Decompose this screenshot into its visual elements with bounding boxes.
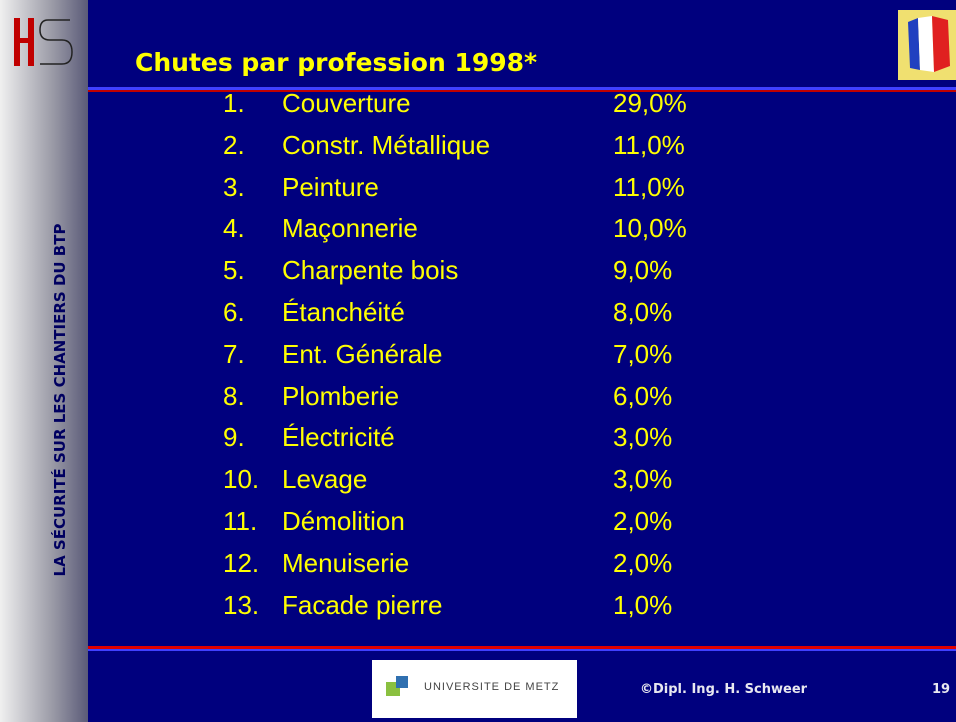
item-value: 1,0% [613,589,673,620]
list-row: 10. Levage 3,0% [0,459,956,499]
list-row: 9. Électricité 3,0% [0,417,956,457]
header-line [88,90,956,92]
logo-icon [386,676,408,696]
item-label: Facade pierre [282,589,443,620]
item-label: Constr. Métallique [282,129,491,160]
item-value: 2,0% [613,547,673,578]
item-label: Peinture [282,171,379,202]
item-number: 13. [223,589,260,620]
item-value: 8,0% [613,297,673,327]
item-value: 6,0% [613,380,673,411]
university-logo: UNIVERSITE DE METZ [372,660,577,718]
item-value: 29,0% [613,88,687,118]
item-number: 6. [223,297,245,327]
item-number: 9. [223,422,245,453]
item-number: 4. [223,213,245,244]
author: ©Dipl. Ing. H. Schweer [640,682,808,697]
list-row: 5. Charpente bois 9,0% [0,250,956,290]
item-value: 9,0% [613,255,673,286]
item-label: Maçonnerie [282,213,418,244]
item-label: Menuiserie [282,547,410,578]
list-row: 2. Constr. Métallique 11,0% [0,125,956,165]
slide-title: Chutes par profession 1998* [135,48,538,77]
footer-line [88,649,956,651]
item-label: Plomberie [282,380,400,411]
item-value: 10,0% [613,213,687,244]
footer-line [88,646,956,649]
header-line [88,87,956,90]
flag-icon [898,10,956,80]
item-number: 11. [223,506,258,536]
item-value: 2,0% [613,506,673,536]
item-label: Charpente bois [282,255,459,286]
list-row: 6. Étanchéité 8,0% [0,292,956,332]
item-number: 5. [223,255,245,286]
page-number: 19 [932,682,951,697]
item-label: Étanchéité [282,297,405,327]
item-label: Démolition [282,506,405,536]
list-row: 12. Menuiserie 2,0% [0,543,956,583]
item-label: Couverture [282,88,411,118]
item-number: 8. [223,380,245,411]
logo-text: UNIVERSITE DE METZ [424,681,560,693]
item-number: 2. [223,129,245,160]
item-value: 3,0% [613,464,673,495]
item-number: 3. [223,171,245,202]
list-row: 1. Couverture 29,0% [0,83,956,123]
item-number: 12. [223,547,260,578]
item-value: 11,0% [613,171,685,202]
list-row: 8. Plomberie 6,0% [0,376,956,416]
item-number: 10. [223,464,260,495]
hs-logo [14,18,73,66]
item-number: 7. [223,338,245,369]
list-row: 7. Ent. Générale 7,0% [0,334,956,374]
list-row: 3. Peinture 11,0% [0,167,956,207]
list-row: 4. Maçonnerie 10,0% [0,208,956,248]
item-value: 3,0% [613,422,673,453]
item-label: Levage [282,464,368,495]
item-label: Ent. Générale [282,338,443,369]
item-number: 1. [223,88,245,118]
item-value: 11,0% [613,129,685,160]
list-row: 13. Facade pierre 1,0% [0,585,956,625]
list-row: 11. Démolition 2,0% [0,501,956,541]
item-value: 7,0% [613,338,673,369]
sidebar: LA SÉCURITÉ SUR LES CHANTIERS DU BTP [0,0,88,722]
item-label: Électricité [282,422,395,453]
